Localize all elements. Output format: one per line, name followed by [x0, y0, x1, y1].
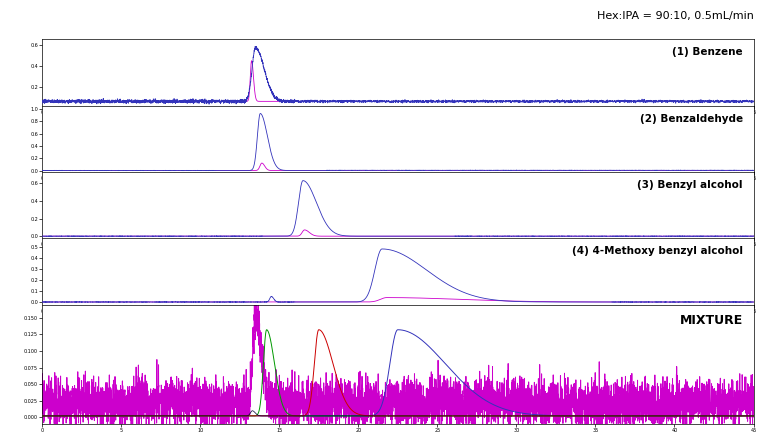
Text: (4) 4-Methoxy benzyl alcohol: (4) 4-Methoxy benzyl alcohol	[572, 246, 743, 256]
Text: (2) Benzaldehyde: (2) Benzaldehyde	[640, 114, 743, 124]
Text: (1) Benzene: (1) Benzene	[672, 47, 743, 57]
Text: MIXTURE: MIXTURE	[679, 314, 743, 327]
Text: Hex:IPA = 90:10, 0.5mL/min: Hex:IPA = 90:10, 0.5mL/min	[597, 11, 754, 21]
Text: (3) Benzyl alcohol: (3) Benzyl alcohol	[637, 180, 743, 190]
